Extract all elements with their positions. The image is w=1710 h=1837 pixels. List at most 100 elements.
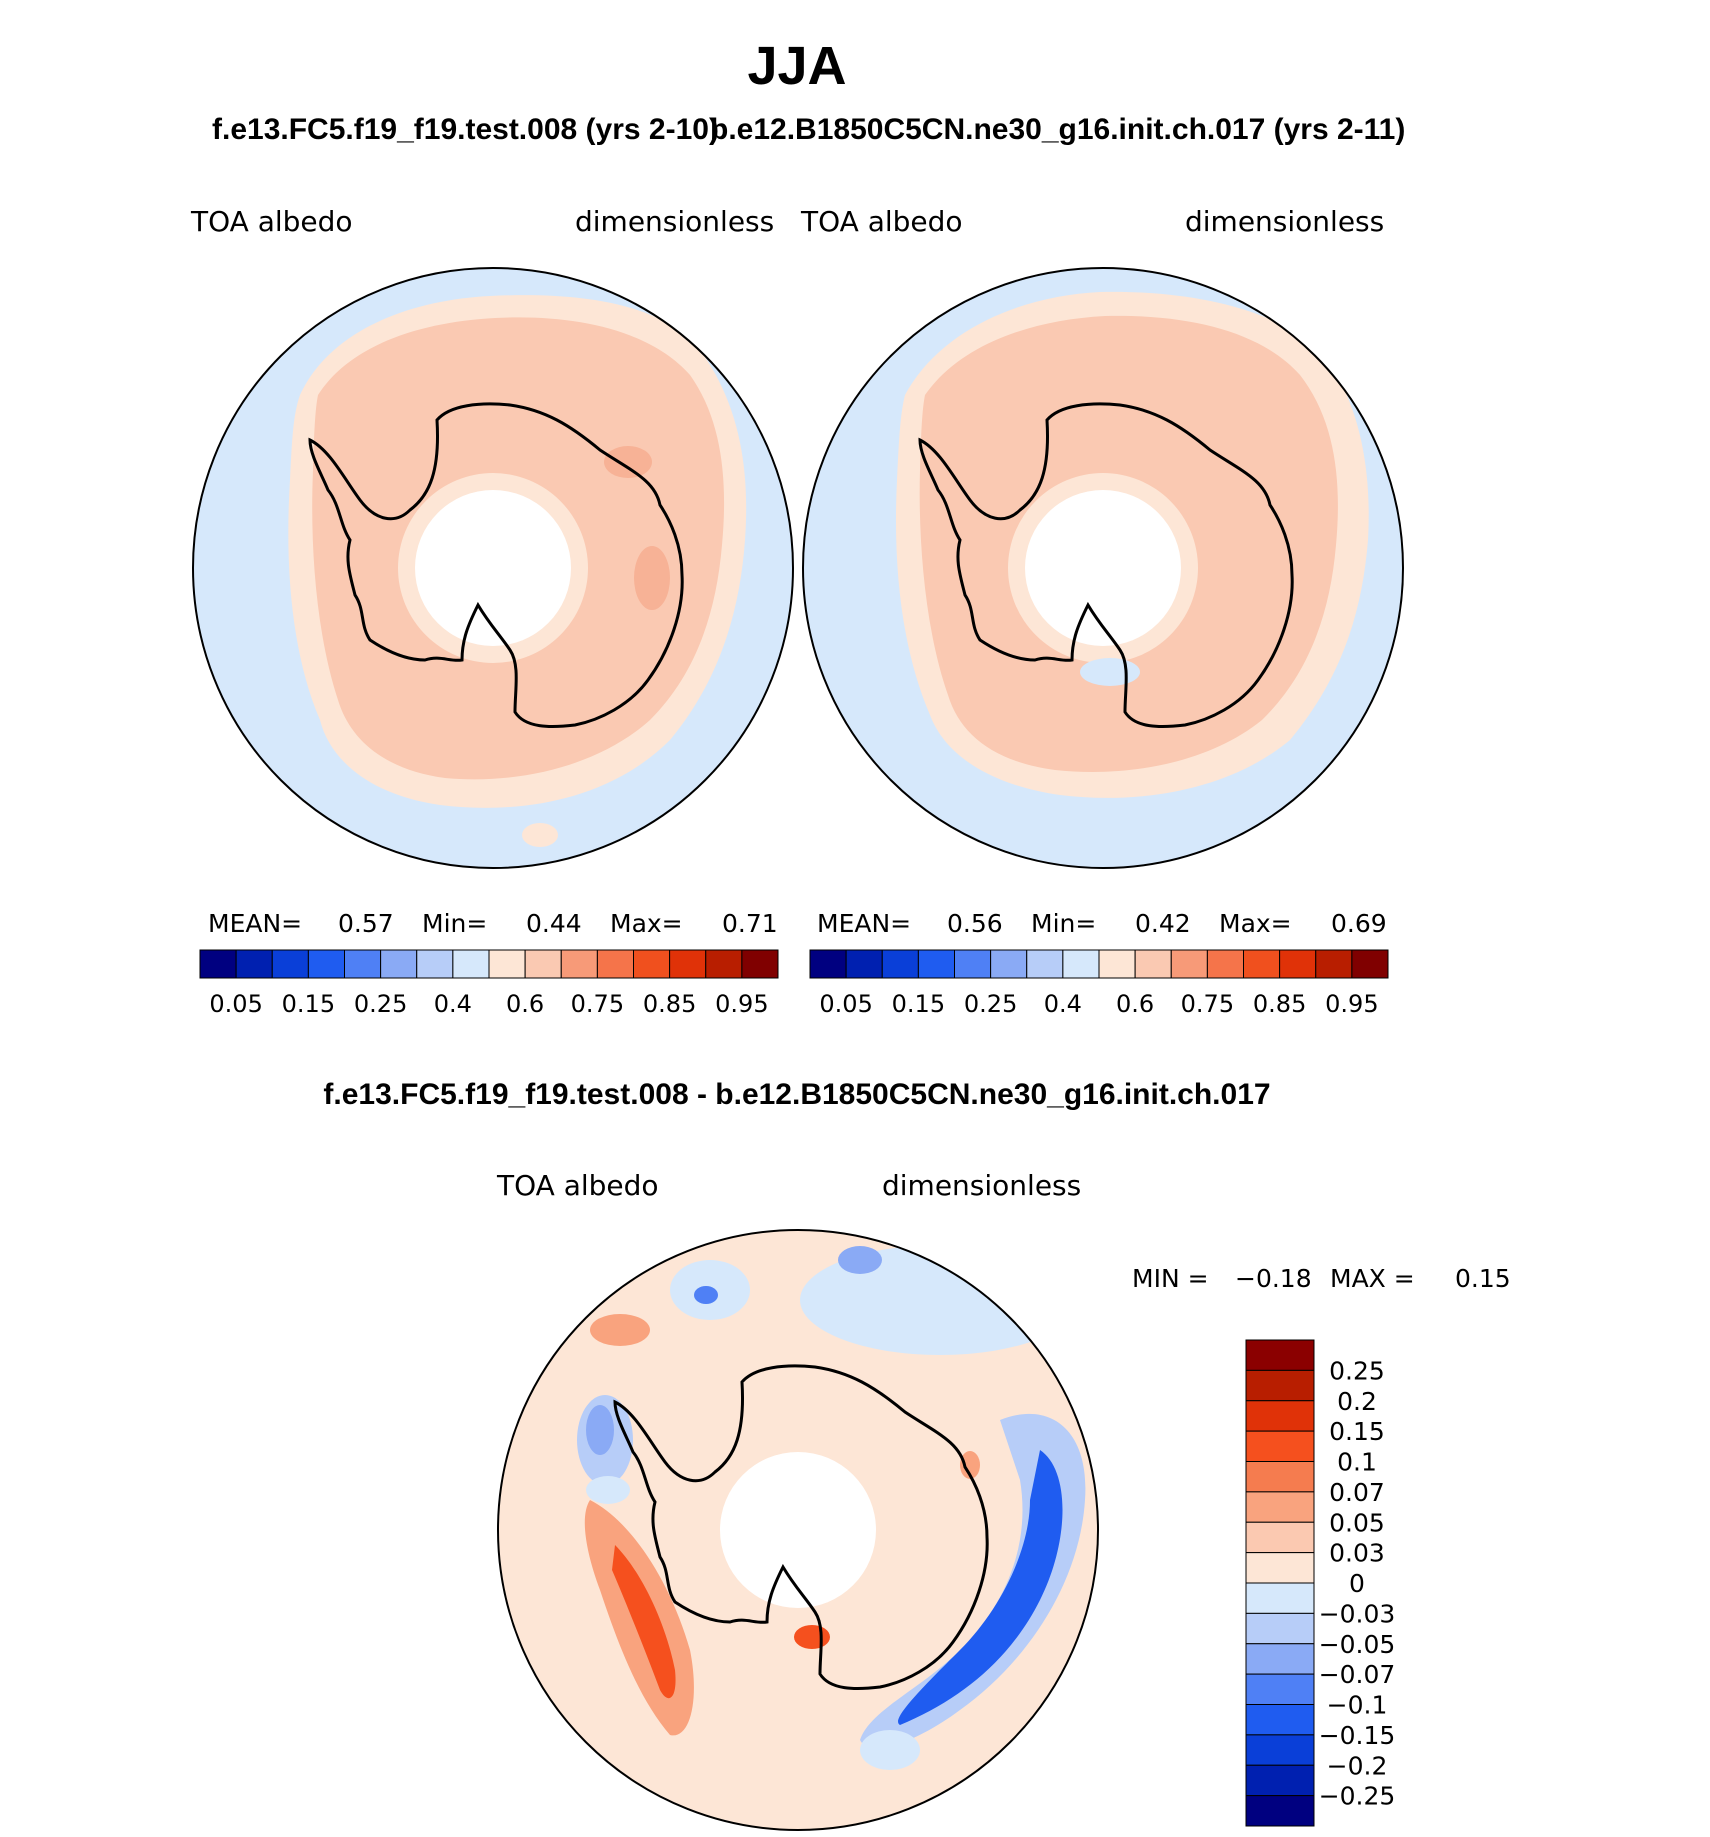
- diff-colorbar-swatch: [1245, 1673, 1315, 1705]
- diff-colorbar-label: −0.15: [1319, 1721, 1396, 1750]
- panel-right-variable: TOA albedo: [800, 205, 963, 238]
- diff-colorbar-label: 0.05: [1329, 1508, 1385, 1537]
- panel-right-mean-label: MEAN=: [817, 909, 911, 938]
- diff-max-value: 0.15: [1455, 1264, 1511, 1293]
- diff-colorbar-label: 0.25: [1329, 1356, 1385, 1385]
- panel-left-colorbar: 0.05 0.15 0.25 0.4 0.6 0.75 0.85 0.95: [199, 949, 779, 1018]
- panel-right-max-value: 0.69: [1331, 909, 1387, 938]
- panel-right-colorbar-tick-label: 0.85: [1253, 990, 1306, 1018]
- panel-right-colorbar-swatch: [1351, 949, 1389, 979]
- diff-min-label: MIN =: [1132, 1264, 1209, 1293]
- panel-left-case-title: f.e13.FC5.f19_f19.test.008 (yrs 2-10): [212, 113, 719, 146]
- main-title: JJA: [747, 36, 846, 96]
- panel-left-colorbar-swatch: [596, 949, 634, 979]
- panel-right-units: dimensionless: [1185, 205, 1384, 238]
- panel-right-colorbar-swatch: [1315, 949, 1353, 979]
- map-left-coastline: [308, 402, 684, 729]
- diff-colorbar-label: −0.2: [1327, 1751, 1388, 1780]
- diff-colorbar-label: −0.03: [1319, 1599, 1396, 1628]
- panel-left-colorbar-swatch: [633, 949, 671, 979]
- diff-units: dimensionless: [882, 1169, 1081, 1202]
- diff-colorbar-swatch: [1245, 1521, 1315, 1554]
- panel-right-colorbar-swatch: [1098, 949, 1136, 979]
- panel-right-case-title: b.e12.B1850C5CN.ne30_g16.init.ch.017 (yr…: [710, 113, 1405, 146]
- map-diff-red-right: [960, 1451, 980, 1479]
- map-diff-red-arc-core: [612, 1545, 676, 1699]
- map-diff-blue-arc-core: [898, 1450, 1063, 1725]
- diff-colorbar-swatch: [1245, 1400, 1315, 1432]
- diff-colorbar-swatch: [1245, 1582, 1315, 1614]
- panel-right-colorbar: 0.05 0.15 0.25 0.4 0.6 0.75 0.85 0.95: [809, 949, 1389, 1018]
- panel-right-colorbar-swatch: [1170, 949, 1208, 979]
- panel-left-variable: TOA albedo: [190, 205, 353, 238]
- panel-left-max-value: 0.71: [722, 909, 778, 938]
- panel-left-colorbar-swatch: [271, 949, 309, 979]
- map-diff-pole-hole: [720, 1452, 876, 1608]
- panel-right-mean-value: 0.56: [947, 909, 1003, 938]
- panel-left-max-label: Max=: [610, 909, 683, 938]
- panel-left-colorbar-tick-label: 0.75: [571, 990, 624, 1018]
- panel-left-colorbar-swatch: [669, 949, 707, 979]
- panel-right-colorbar-swatch: [1243, 949, 1281, 979]
- panel-left-colorbar-swatch: [560, 949, 598, 979]
- map-diff-border: [497, 1229, 1099, 1831]
- map-diff-red-topleft: [590, 1314, 650, 1346]
- diff-colorbar-label: −0.05: [1319, 1630, 1396, 1659]
- map-diff-blue-small: [586, 1476, 630, 1504]
- panel-left-colorbar-swatch: [344, 949, 382, 979]
- panel-right-colorbar-swatch: [1279, 949, 1317, 979]
- panel-right-max-label: Max=: [1219, 909, 1292, 938]
- panel-right-colorbar-swatch: [1026, 949, 1064, 979]
- map-diff-coastline: [613, 1364, 989, 1691]
- panel-left-units: dimensionless: [575, 205, 774, 238]
- map-left-border: [192, 267, 794, 869]
- diff-colorbar-label: 0.07: [1329, 1478, 1385, 1507]
- diff-colorbar: 0.250.20.150.10.070.050.030−0.03−0.05−0.…: [1245, 1339, 1396, 1827]
- panel-left-colorbar-tick-label: 0.6: [506, 990, 544, 1018]
- map-diff-red-small: [794, 1625, 830, 1649]
- diff-variable: TOA albedo: [496, 1169, 659, 1202]
- diff-colorbar-label: −0.25: [1319, 1782, 1396, 1811]
- panel-left-min-value: 0.44: [526, 909, 582, 938]
- map-right-pole-hole: [1025, 490, 1181, 646]
- diff-colorbar-label: 0.03: [1329, 1539, 1385, 1568]
- panel-left-colorbar-swatch: [741, 949, 779, 979]
- diff-colorbar-label: 0.1: [1337, 1448, 1377, 1477]
- map-diff: [497, 1229, 1099, 1831]
- panel-right-colorbar-swatch: [1134, 949, 1172, 979]
- panel-left-colorbar-tick-label: 0.4: [434, 990, 472, 1018]
- diff-colorbar-swatch: [1245, 1552, 1315, 1584]
- panel-right-colorbar-swatch: [881, 949, 919, 979]
- panel-right-colorbar-swatch: [954, 949, 992, 979]
- diff-colorbar-swatch: [1245, 1734, 1315, 1766]
- panel-left-mean-label: MEAN=: [208, 909, 302, 938]
- panel-right-colorbar-swatch: [917, 949, 955, 979]
- map-diff-blue-topleft-core: [694, 1286, 718, 1304]
- diff-colorbar-label: 0: [1349, 1569, 1365, 1598]
- panel-right-stats: MEAN= 0.56 Min= 0.42 Max= 0.69: [817, 909, 1387, 938]
- panel-right-colorbar-swatch: [990, 949, 1028, 979]
- panel-left-colorbar-swatch: [416, 949, 454, 979]
- diff-colorbar-swatch: [1245, 1795, 1315, 1827]
- map-diff-blue-left-core: [586, 1405, 614, 1455]
- diff-max-label: MAX =: [1330, 1264, 1415, 1293]
- map-diff-blue-arc: [860, 1413, 1086, 1749]
- diff-min-value: −0.18: [1235, 1264, 1312, 1293]
- diff-colorbar-swatch: [1245, 1369, 1315, 1402]
- map-right-border: [802, 267, 1404, 869]
- panel-right-min-label: Min=: [1031, 909, 1096, 938]
- panel-left-colorbar-tick-label: 0.15: [282, 990, 335, 1018]
- panel-left-colorbar-tick-label: 0.95: [715, 990, 768, 1018]
- diff-colorbar-swatch: [1245, 1612, 1315, 1645]
- diff-colorbar-swatch: [1245, 1643, 1315, 1675]
- panel-left-colorbar-swatch: [524, 949, 562, 979]
- panel-right-colorbar-tick-label: 0.15: [892, 990, 945, 1018]
- diff-colorbar-swatch: [1245, 1339, 1315, 1371]
- panel-right-colorbar-tick-label: 0.25: [964, 990, 1017, 1018]
- panel-right-colorbar-tick-label: 0.05: [819, 990, 872, 1018]
- panel-left-colorbar-swatch: [235, 949, 273, 979]
- panel-left-colorbar-swatch: [705, 949, 743, 979]
- map-left-patch-1: [604, 446, 652, 478]
- panel-left-colorbar-tick-label: 0.05: [209, 990, 262, 1018]
